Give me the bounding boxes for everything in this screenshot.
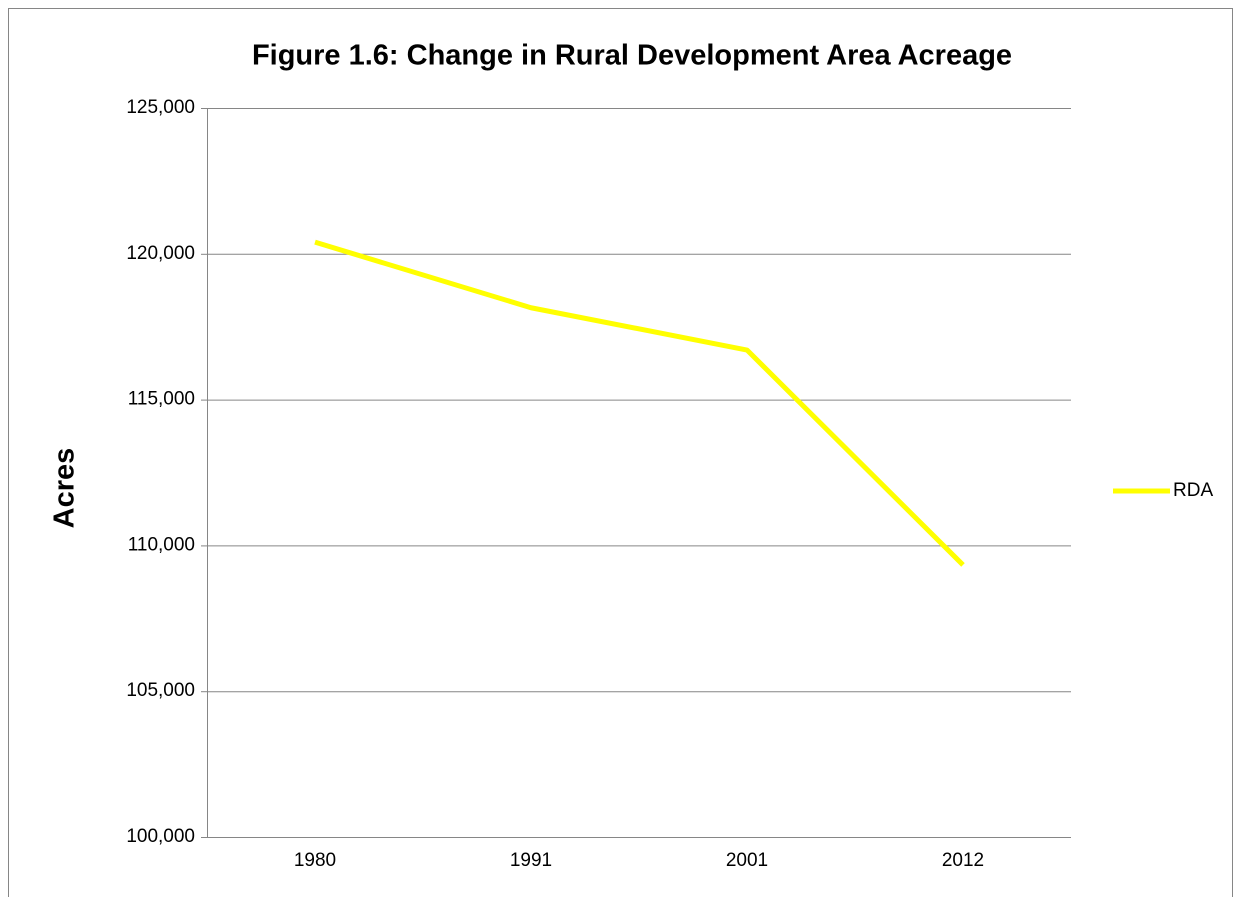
y-tick-label: 100,000 [126,826,195,847]
y-tick-label: 120,000 [126,243,195,264]
data-line [314,239,965,567]
chart-title: Figure 1.6: Change in Rural Development … [252,40,1012,72]
y-tick-label: 115,000 [128,389,195,410]
y-axis-title: Acres [49,448,81,529]
x-tick-label: 2001 [726,850,768,871]
chart-border [8,8,1233,897]
x-tick-label: 1991 [510,850,552,871]
x-tick-label: 1980 [294,850,336,871]
y-tick-label: 105,000 [126,680,195,701]
y-tick-label: 125,000 [126,97,195,118]
x-tick-label: 2012 [942,850,984,871]
legend-label: RDA [1173,480,1213,501]
y-tick-label: 110,000 [128,534,195,555]
